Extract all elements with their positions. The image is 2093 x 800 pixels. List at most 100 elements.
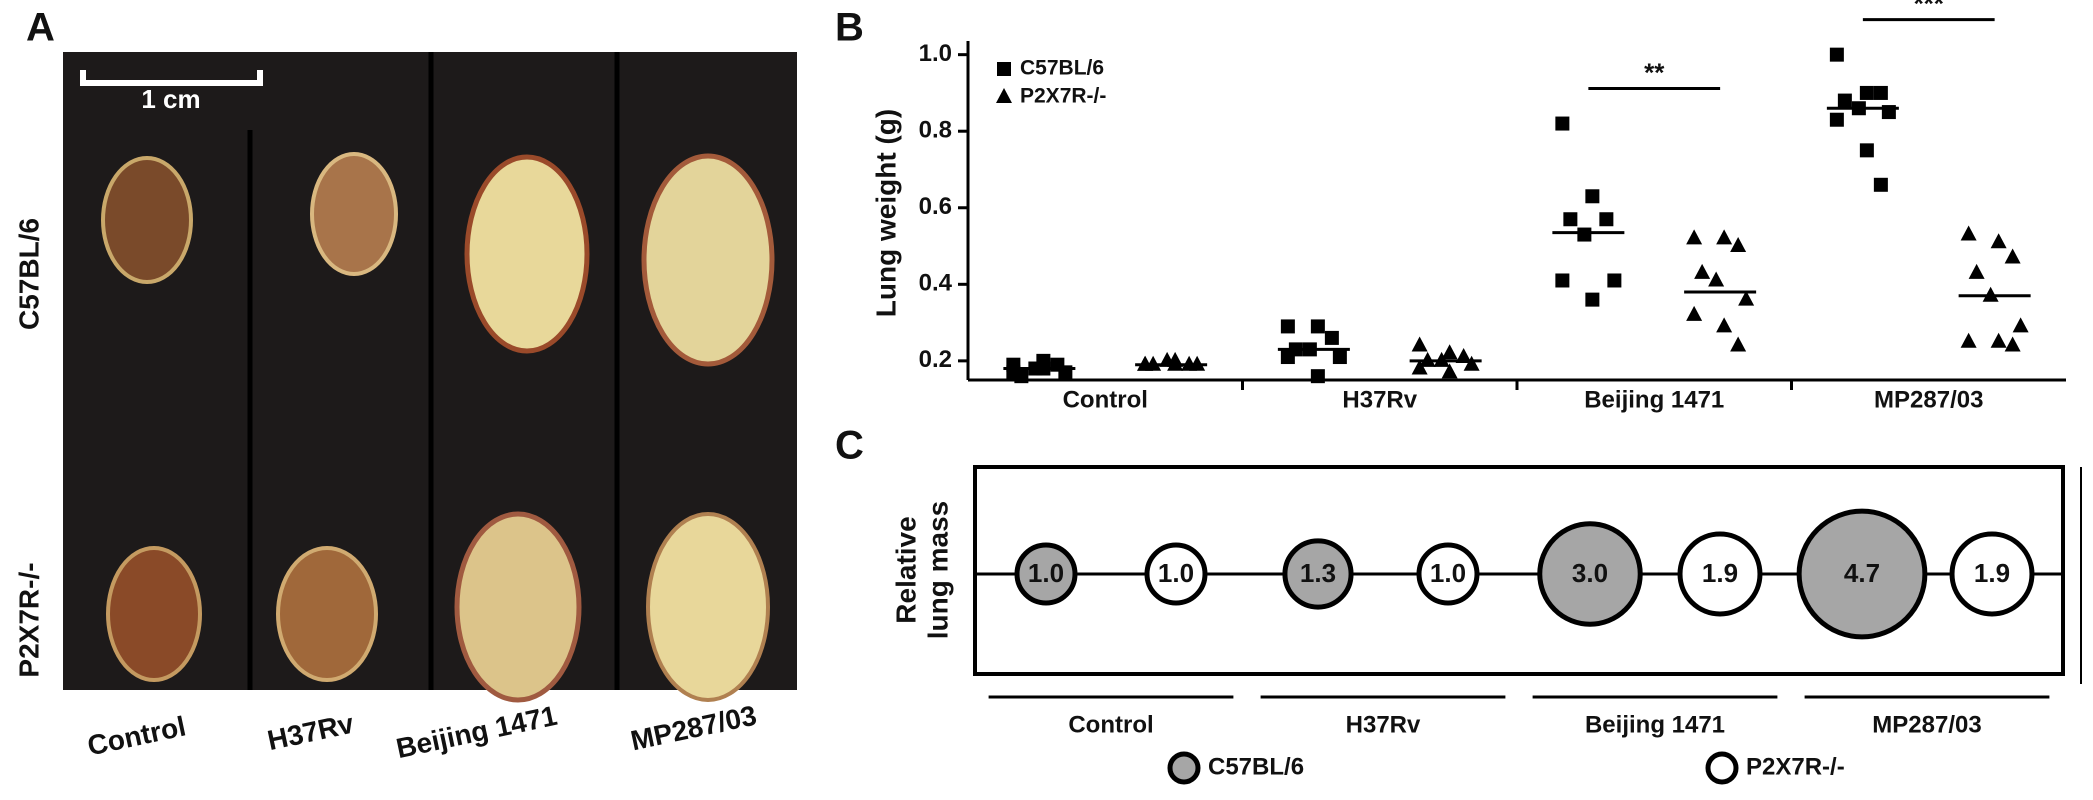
data-point [1730,336,1747,352]
bubble-label: 4.7 [1844,558,1880,588]
data-point [1280,350,1295,365]
panel-label: C [835,424,864,468]
bubble [1014,542,1078,606]
bubble-label: 1.3 [1300,558,1336,588]
panel-label: B [835,6,864,50]
row-label: C57BL/6 [13,218,44,330]
data-point [1990,233,2007,249]
y-tick-label: 0.6 [919,193,952,220]
bubble [1677,531,1763,617]
panel-label: A [26,6,55,50]
data-point [1563,212,1578,227]
y-axis-label: lung mass [922,501,953,639]
group-label: H37Rv [1346,711,1421,738]
data-point [1280,319,1295,334]
data-point [1859,143,1874,158]
data-point [1555,116,1570,131]
significance-label: ** [1644,57,1665,87]
significance-label: *** [1914,0,1945,19]
data-point [1837,93,1852,108]
group-label: Control [1068,711,1153,738]
bubble [1796,508,1928,640]
data-point [1990,332,2007,348]
x-tick-label: Control [1063,386,1148,413]
data-point [1463,355,1480,371]
data-point [1585,189,1600,204]
data-point [1960,225,1977,241]
data-point [2004,336,2021,352]
bubble-label: 1.9 [1702,558,1738,588]
data-point [1310,319,1325,334]
bubble [1949,531,2035,617]
data-point [1599,212,1614,227]
column-label: Beijing 1471 [393,700,559,764]
legend-label: P2X7R-/- [1746,753,1845,780]
column-label: Control [85,710,189,761]
data-point [1708,271,1725,287]
legend-marker [1167,751,1201,785]
data-point [1694,263,1711,279]
x-tick-label: H37Rv [1342,386,1417,413]
data-point [1310,369,1325,384]
bubble [1282,538,1354,610]
bubble-label: 1.0 [1028,558,1064,588]
legend-marker [997,62,1011,76]
y-tick-label: 1.0 [919,40,952,67]
legend-label: P2X7R-/- [1020,85,1106,108]
data-point [1829,112,1844,127]
x-tick-label: MP287/03 [1874,386,1983,413]
y-tick-label: 0.4 [919,270,953,297]
data-point [1014,369,1029,384]
data-point [1441,344,1458,360]
bubble-label: 1.9 [1974,558,2010,588]
scale-bar-label: 1 cm [141,84,200,114]
data-point [1716,229,1733,245]
data-point [1960,332,1977,348]
data-point [1441,363,1458,379]
column-label: H37Rv [265,708,357,757]
data-point [1036,353,1051,368]
y-tick-label: 0.8 [919,117,952,144]
data-point [1324,330,1339,345]
data-point [1455,348,1472,364]
data-point [1607,273,1622,288]
data-point [1873,85,1888,100]
legend-label: C57BL/6 [1208,753,1304,780]
bubble [1537,521,1643,627]
column-label: MP287/03 [628,700,759,757]
row-label: P2X7R-/- [13,562,44,677]
bubble [1144,542,1208,606]
data-point [1411,336,1428,352]
data-point [1555,273,1570,288]
data-point [1873,177,1888,192]
data-point [1859,85,1874,100]
data-point [1686,229,1703,245]
lung-images [101,152,775,703]
bubble [1416,542,1480,606]
data-point [1730,237,1747,253]
data-point [1738,290,1755,306]
data-point [1716,317,1733,333]
legend-label: C57BL/6 [1020,57,1104,80]
y-axis-label: Relative [890,516,921,623]
data-point [1332,350,1347,365]
y-tick-label: 0.2 [919,346,952,373]
data-point [2012,317,2029,333]
data-point [1159,351,1176,367]
y-axis-label: Lung weight (g) [870,109,901,317]
scale-bar [80,70,263,86]
legend-marker [996,88,1012,103]
data-point [1585,292,1600,307]
bubble-label: 3.0 [1572,558,1608,588]
x-tick-label: Beijing 1471 [1584,386,1724,413]
data-point [1829,47,1844,62]
data-point [2004,248,2021,264]
legend-marker [1705,751,1739,785]
group-label: Beijing 1471 [1585,711,1725,738]
bubble-frame [973,465,2065,676]
group-label: MP287/03 [1872,711,1981,738]
data-point [1411,359,1428,375]
data-point [1968,263,1985,279]
data-point [1686,305,1703,321]
